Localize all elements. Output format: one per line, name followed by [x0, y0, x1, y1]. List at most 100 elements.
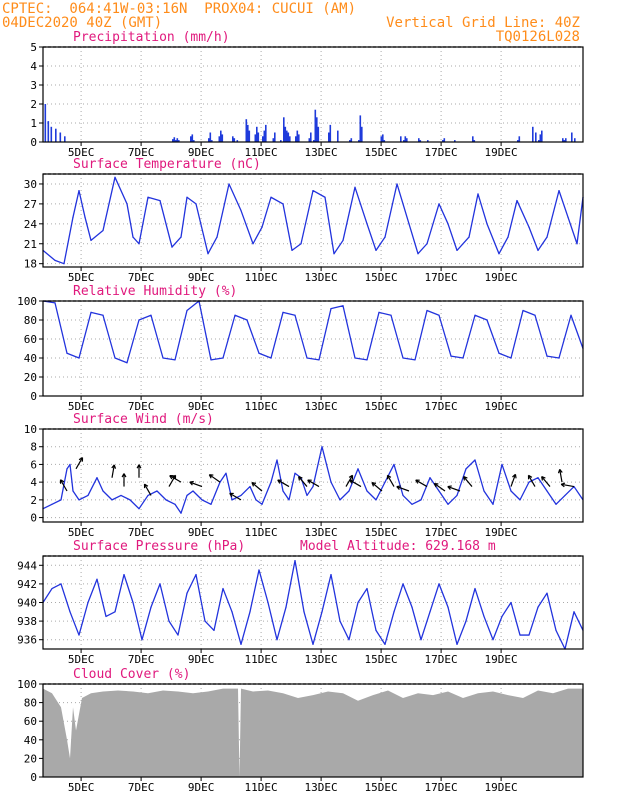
- data-point: [420, 499, 422, 501]
- data-point: [207, 253, 209, 255]
- data-point: [141, 639, 143, 641]
- precip-bar: [418, 138, 420, 142]
- data-point: [528, 634, 530, 636]
- panel-title: Surface Temperature (nC): [73, 157, 261, 172]
- precip-bar: [350, 138, 353, 142]
- precip-bar: [248, 130, 251, 142]
- data-point: [546, 490, 548, 492]
- precip-bar: [272, 138, 275, 142]
- data-point: [438, 314, 440, 316]
- data-point: [294, 560, 296, 562]
- wind-arrow-shaft: [59, 479, 68, 492]
- data-point: [84, 216, 86, 218]
- data-point: [138, 319, 140, 321]
- x-tick-label: 9DEC: [188, 400, 215, 413]
- x-tick-label: 7DEC: [128, 146, 155, 159]
- wind-arrow: [433, 482, 446, 492]
- data-point: [216, 236, 218, 238]
- data-point: [162, 357, 164, 359]
- precip-bar: [538, 140, 540, 142]
- y-tick-label: 100: [17, 678, 37, 691]
- data-point: [342, 305, 344, 307]
- wind-arrow-head: [371, 482, 377, 485]
- data-point: [507, 236, 509, 238]
- wind-arrow-shaft: [143, 483, 152, 496]
- y-tick-label: 4: [30, 476, 37, 489]
- precip-bar: [232, 136, 234, 142]
- precip-bar: [328, 132, 330, 142]
- wind-arrow: [447, 485, 461, 492]
- panel-title: Surface Wind (m/s): [73, 412, 214, 427]
- wind-arrow-shaft: [371, 482, 383, 492]
- panel-4: 936 938 940 942 944 5DEC 7DEC 9DEC 11DEC 13DEC 15D…: [17, 539, 584, 666]
- precip-bar: [47, 121, 50, 142]
- data-point: [114, 357, 116, 359]
- data-point: [486, 223, 488, 225]
- data-point: [333, 253, 335, 255]
- data-point: [294, 472, 296, 474]
- data-point: [375, 629, 377, 632]
- precip-bar: [361, 126, 363, 142]
- y-tick-label: 2: [30, 98, 37, 111]
- precip-bar: [221, 134, 224, 142]
- precip-bar: [256, 126, 258, 142]
- wind-arrow-shaft: [541, 476, 551, 487]
- panel-title: Precipitation (mm/h): [73, 30, 230, 45]
- data-point: [393, 463, 395, 466]
- y-tick-label: 5: [30, 41, 37, 54]
- wind-arrow-shaft: [349, 479, 362, 488]
- precip-bar: [289, 136, 291, 142]
- x-tick-label: 9DEC: [188, 271, 215, 284]
- x-tick-label: 19DEC: [485, 526, 518, 539]
- precip-bar: [245, 119, 248, 142]
- precip-bar: [349, 140, 351, 142]
- data-point: [159, 199, 161, 202]
- data-point: [54, 302, 56, 304]
- wind-arrow: [251, 482, 263, 492]
- wind-arrow-head: [123, 473, 127, 478]
- y-tick-label: 10: [24, 423, 37, 436]
- precip-bar: [50, 126, 53, 142]
- data-point: [501, 615, 503, 618]
- y-tick-label: 18: [24, 258, 37, 271]
- data-point: [555, 629, 557, 632]
- precip-bar: [265, 124, 267, 142]
- data-point: [420, 639, 422, 641]
- data-point: [402, 494, 404, 497]
- data-point: [447, 503, 449, 505]
- wind-arrow-shaft: [434, 483, 446, 492]
- data-point: [528, 226, 530, 228]
- precip-bar: [298, 134, 300, 142]
- data-point: [510, 601, 512, 604]
- data-point: [384, 643, 386, 645]
- precip-bar: [359, 115, 362, 142]
- precip-bar: [55, 128, 57, 142]
- data-point: [174, 503, 176, 505]
- data-point: [201, 499, 203, 501]
- data-point: [168, 620, 170, 622]
- wind-arrow-head: [138, 464, 142, 469]
- data-point: [411, 606, 413, 608]
- wind-arrow-head: [447, 485, 452, 488]
- precip-bar: [236, 140, 239, 142]
- data-point: [339, 499, 341, 501]
- wind-arrow-shaft: [561, 483, 575, 488]
- precip-bar: [443, 138, 446, 142]
- data-point: [282, 203, 284, 205]
- wind-arrow-shaft: [527, 475, 536, 487]
- precip-bar: [193, 140, 195, 142]
- x-tick-label: 13DEC: [305, 146, 338, 159]
- data-point: [429, 477, 431, 479]
- data-point: [426, 243, 428, 245]
- data-point: [546, 355, 548, 357]
- data-point: [519, 634, 521, 636]
- wind-arrow-shaft: [251, 482, 263, 492]
- data-point: [411, 503, 413, 505]
- data-point: [537, 477, 539, 479]
- data-point: [417, 253, 419, 255]
- data-point: [342, 239, 344, 242]
- data-point: [429, 611, 431, 613]
- x-tick-label: 15DEC: [365, 146, 398, 159]
- precip-bar: [59, 132, 62, 142]
